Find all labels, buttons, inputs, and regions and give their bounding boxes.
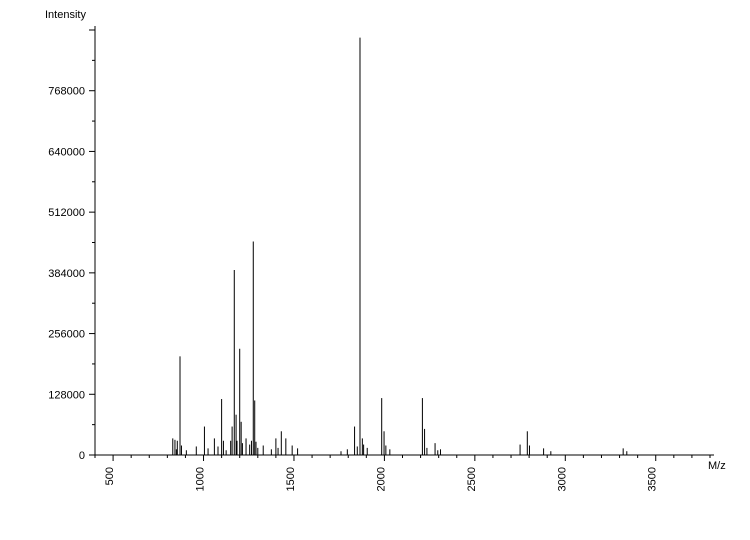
y-tick-label: 384000 <box>48 268 85 280</box>
y-tick-label: 256000 <box>48 329 85 341</box>
y-tick-label: 768000 <box>48 86 85 98</box>
y-tick-label: 128000 <box>48 389 85 401</box>
y-tick-label: 512000 <box>48 207 85 219</box>
y-tick-label: 0 <box>79 450 85 462</box>
x-tick-label: 2000 <box>375 467 387 491</box>
x-tick-label: 500 <box>104 467 116 485</box>
peaks-group <box>173 38 627 455</box>
y-tick-label: 640000 <box>48 146 85 158</box>
x-tick-label: 1000 <box>195 467 207 491</box>
x-tick-label: 1500 <box>285 467 297 491</box>
x-tick-label: 2500 <box>466 467 478 491</box>
y-axis-label: Intensity <box>45 9 86 21</box>
mass-spectrum-chart: 0 128000 256000 384000 512000 640000 768000 500… <box>0 0 750 540</box>
x-tick-label: 3500 <box>647 467 659 491</box>
x-tick-label: 3000 <box>556 467 568 491</box>
x-axis-label: M/z <box>708 460 726 472</box>
